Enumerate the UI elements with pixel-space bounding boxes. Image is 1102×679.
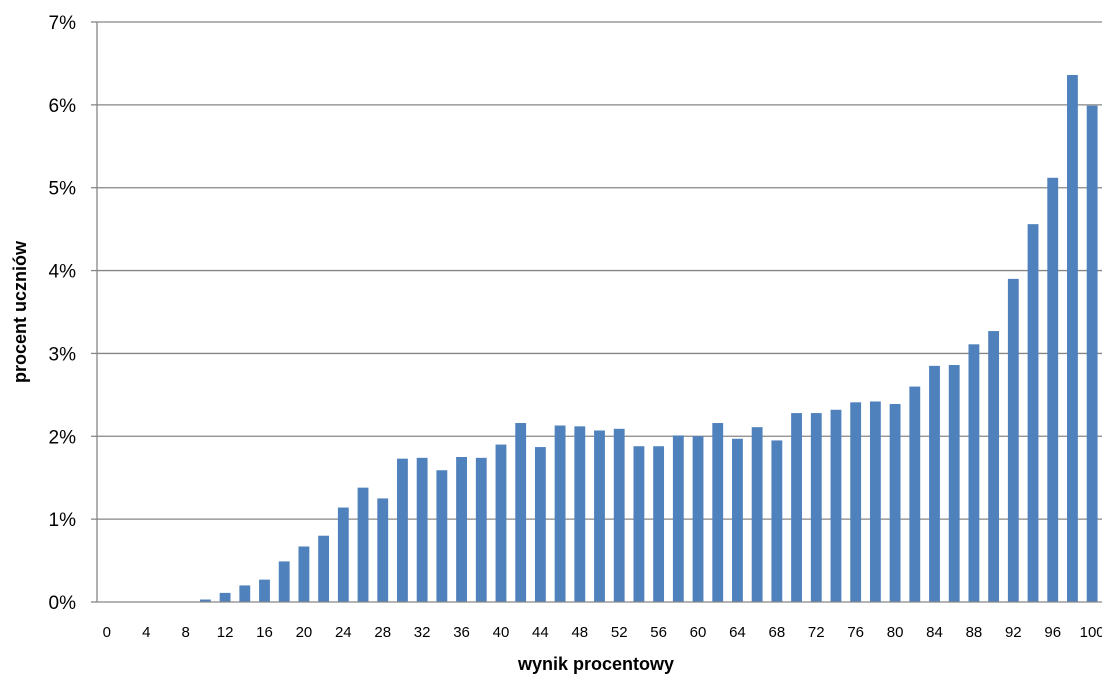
- x-axis-title: wynik procentowy: [517, 654, 674, 674]
- bar: [534, 447, 546, 602]
- bar: [1007, 278, 1019, 602]
- bar: [1047, 177, 1059, 602]
- bar: [909, 386, 921, 602]
- bar: [692, 436, 704, 602]
- y-tick-label: 3%: [49, 344, 77, 365]
- bar: [436, 470, 448, 602]
- bar: [653, 446, 665, 602]
- y-tick-label: 4%: [49, 262, 77, 283]
- bars: [199, 75, 1098, 603]
- y-tick-label: 6%: [49, 96, 77, 117]
- x-tick-label: 32: [414, 624, 431, 641]
- bar: [594, 430, 605, 602]
- x-tick-label: 12: [217, 624, 234, 641]
- bar: [357, 487, 369, 602]
- bar: [515, 423, 527, 602]
- y-tick-label: 5%: [49, 179, 77, 200]
- x-tick-label: 76: [847, 624, 864, 641]
- bar: [239, 585, 251, 602]
- x-tick-labels: 0 4 8 12 16 20 24 28 32 36 40 44 48 52 56 60 64 68 72 76 80 8…: [103, 624, 1102, 641]
- bar: [219, 592, 231, 602]
- x-tick-label: 92: [1005, 624, 1022, 641]
- x-tick-label: 16: [256, 624, 273, 641]
- bar: [574, 426, 586, 602]
- bar: [397, 458, 408, 602]
- bar: [298, 546, 310, 602]
- bar: [948, 365, 960, 602]
- bar: [633, 446, 645, 602]
- x-tick-label: 36: [453, 624, 470, 641]
- bar: [712, 423, 724, 602]
- y-tick-label: 2%: [49, 427, 77, 448]
- axes: [91, 21, 1102, 603]
- bar: [554, 425, 566, 602]
- bar: [377, 498, 389, 602]
- bar: [1086, 105, 1098, 602]
- x-tick-label: 88: [966, 624, 983, 641]
- bar: [672, 435, 684, 602]
- bar: [850, 402, 862, 602]
- bar: [613, 428, 625, 602]
- bar: [810, 413, 822, 602]
- y-tick-label: 1%: [49, 510, 77, 531]
- bar: [751, 427, 763, 602]
- x-tick-label: 28: [374, 624, 391, 641]
- y-tick-label: 7%: [49, 13, 77, 34]
- bar: [475, 457, 487, 602]
- x-tick-label: 100: [1080, 624, 1102, 641]
- bar: [495, 444, 507, 602]
- bar: [318, 535, 330, 602]
- x-tick-label: 84: [926, 624, 943, 641]
- x-tick-label: 68: [769, 624, 786, 641]
- x-tick-label: 56: [650, 624, 667, 641]
- x-tick-label: 96: [1044, 624, 1061, 641]
- gridlines: [97, 21, 1102, 520]
- bar: [869, 401, 881, 602]
- x-tick-label: 20: [296, 624, 313, 641]
- y-tick-label: 0%: [49, 593, 77, 614]
- x-tick-label: 52: [611, 624, 628, 641]
- x-tick-label: 44: [532, 624, 549, 641]
- bar: [889, 403, 901, 602]
- x-tick-label: 72: [808, 624, 825, 641]
- y-tick-labels: 0% 1% 2% 3% 4% 5% 6% 7%: [49, 13, 77, 614]
- bar: [416, 457, 428, 602]
- x-tick-label: 80: [887, 624, 904, 641]
- bar: [988, 331, 1000, 602]
- bar: [1067, 75, 1078, 603]
- bar: [968, 344, 980, 602]
- bar: [732, 438, 743, 602]
- x-tick-label: 40: [493, 624, 510, 641]
- bar: [337, 507, 349, 602]
- bar: [456, 457, 467, 602]
- bar: [830, 409, 842, 602]
- x-tick-label: 0: [103, 624, 111, 641]
- bar: [929, 365, 940, 602]
- x-tick-label: 8: [182, 624, 190, 641]
- x-tick-label: 4: [142, 624, 150, 641]
- x-tick-label: 60: [690, 624, 707, 641]
- bar: [199, 599, 211, 602]
- x-tick-label: 24: [335, 624, 352, 641]
- bar: [791, 413, 802, 602]
- bar: [278, 561, 290, 602]
- x-tick-label: 48: [571, 624, 588, 641]
- bar: [259, 579, 270, 602]
- x-tick-label: 64: [729, 624, 746, 641]
- bar: [1027, 224, 1039, 602]
- bar: [771, 440, 783, 602]
- y-axis-title: procent uczniów: [10, 240, 30, 383]
